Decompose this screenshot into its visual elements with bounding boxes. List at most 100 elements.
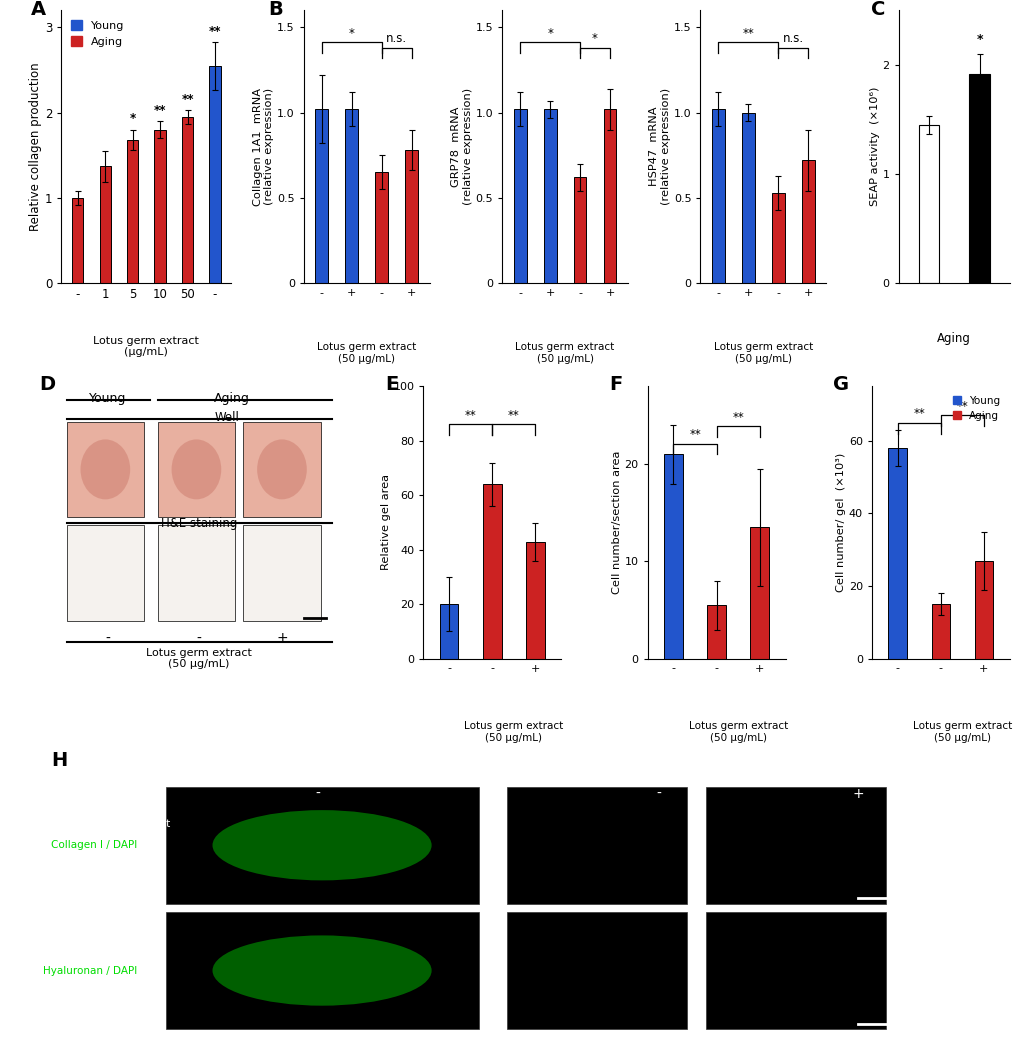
Text: *: * (129, 113, 136, 125)
Text: **: ** (732, 412, 743, 424)
Bar (315, 109, 328, 283)
Bar (750, 528, 768, 658)
Ellipse shape (257, 440, 307, 500)
Bar (345, 109, 358, 283)
Text: G: G (833, 375, 849, 394)
Bar (771, 192, 784, 283)
Text: -: - (656, 787, 660, 800)
Bar (439, 604, 458, 658)
Text: **: ** (507, 410, 520, 422)
Bar (158, 422, 234, 517)
Bar (918, 124, 938, 283)
Bar (127, 140, 138, 283)
Bar (514, 109, 526, 283)
Text: **: ** (742, 27, 754, 40)
Text: Young: Young (90, 392, 126, 404)
Bar (888, 448, 906, 658)
Text: Lotus germ extract
(μg/mL): Lotus germ extract (μg/mL) (94, 335, 199, 357)
Ellipse shape (212, 810, 431, 880)
Text: *: * (975, 33, 982, 46)
Text: Collagen I / DAPI: Collagen I / DAPI (51, 840, 137, 851)
Text: **: ** (209, 25, 221, 38)
Text: F: F (608, 375, 622, 394)
Legend: Young, Aging: Young, Aging (66, 16, 128, 51)
Bar (930, 604, 949, 658)
Text: Aging: Aging (706, 770, 743, 784)
Text: *: * (348, 27, 355, 40)
Text: -: - (197, 631, 202, 646)
Bar (209, 66, 220, 283)
Bar (483, 485, 501, 658)
Text: n.s.: n.s. (782, 32, 803, 45)
Text: H: H (52, 751, 68, 770)
Text: -: - (106, 631, 110, 646)
Bar (603, 109, 615, 283)
Text: Lotus germ extract
(50 μg/mL): Lotus germ extract (50 μg/mL) (912, 721, 1011, 743)
Text: **: ** (181, 93, 194, 106)
Bar (66, 526, 144, 621)
Bar (165, 912, 478, 1029)
Y-axis label: Collagen 1A1  mRNA
(relative expression): Collagen 1A1 mRNA (relative expression) (253, 88, 274, 206)
Bar (741, 113, 754, 283)
Bar (968, 73, 988, 283)
Text: Well: Well (214, 411, 239, 424)
Text: C: C (870, 0, 884, 19)
Bar (165, 787, 478, 904)
Text: Aging: Aging (214, 392, 250, 404)
Text: Lotus germ extract
(50 μg/mL): Lotus germ extract (50 μg/mL) (70, 819, 170, 841)
Bar (72, 198, 84, 283)
Text: Lotus germ extract
(50 μg/mL): Lotus germ extract (50 μg/mL) (464, 721, 564, 743)
Bar (526, 541, 544, 658)
Text: B: B (268, 0, 283, 19)
Text: *: * (546, 27, 552, 40)
Text: A: A (31, 0, 46, 19)
Bar (543, 109, 556, 283)
Bar (705, 787, 886, 904)
Text: H&E staining: H&E staining (161, 517, 237, 530)
Text: +: + (276, 631, 287, 646)
Text: **: ** (689, 428, 700, 441)
Text: *: * (592, 32, 597, 45)
Y-axis label: Cell number/section area: Cell number/section area (611, 450, 621, 595)
Y-axis label: SEAP activity  (×10⁶): SEAP activity (×10⁶) (869, 87, 879, 206)
Text: Lotus germ extract
(50 μg/mL): Lotus germ extract (50 μg/mL) (713, 343, 812, 364)
Text: +: + (852, 787, 863, 800)
Y-axis label: Relative collagen production: Relative collagen production (29, 63, 42, 231)
Text: n.s.: n.s. (386, 32, 407, 45)
Text: E: E (384, 375, 397, 394)
Text: Lotus germ extract
(50 μg/mL): Lotus germ extract (50 μg/mL) (515, 343, 614, 364)
Bar (974, 560, 993, 658)
Bar (244, 526, 320, 621)
Text: **: ** (465, 410, 476, 422)
Bar (405, 150, 418, 283)
Y-axis label: Cell number/ gel  (×10³): Cell number/ gel (×10³) (836, 452, 845, 593)
Bar (663, 455, 682, 658)
Bar (707, 605, 726, 658)
Ellipse shape (212, 935, 431, 1005)
Text: -: - (315, 787, 319, 800)
Bar (100, 166, 111, 283)
Text: **: ** (956, 400, 967, 413)
Bar (506, 787, 687, 904)
Bar (154, 130, 165, 283)
Legend: Young, Aging: Young, Aging (948, 392, 1004, 425)
Bar (66, 422, 144, 517)
Ellipse shape (171, 440, 221, 500)
Bar (801, 160, 814, 283)
Bar (244, 422, 320, 517)
Bar (573, 178, 586, 283)
Text: Hyaluronan / DAPI: Hyaluronan / DAPI (43, 966, 137, 976)
Text: Young: Young (299, 770, 335, 784)
Ellipse shape (81, 440, 130, 500)
Y-axis label: GRP78  mRNA
(relative expression): GRP78 mRNA (relative expression) (450, 88, 472, 205)
Bar (711, 109, 725, 283)
Text: **: ** (912, 408, 924, 420)
Y-axis label: HSP47  mRNA
(relative expression): HSP47 mRNA (relative expression) (649, 88, 671, 205)
Text: Lotus germ extract
(50 μg/mL): Lotus germ extract (50 μg/mL) (688, 721, 787, 743)
Y-axis label: Relative gel area: Relative gel area (380, 474, 390, 571)
Bar (181, 117, 193, 283)
Text: **: ** (154, 103, 166, 117)
Bar (158, 526, 234, 621)
Bar (375, 172, 388, 283)
Text: Lotus germ extract
(50 μg/mL): Lotus germ extract (50 μg/mL) (146, 648, 252, 670)
